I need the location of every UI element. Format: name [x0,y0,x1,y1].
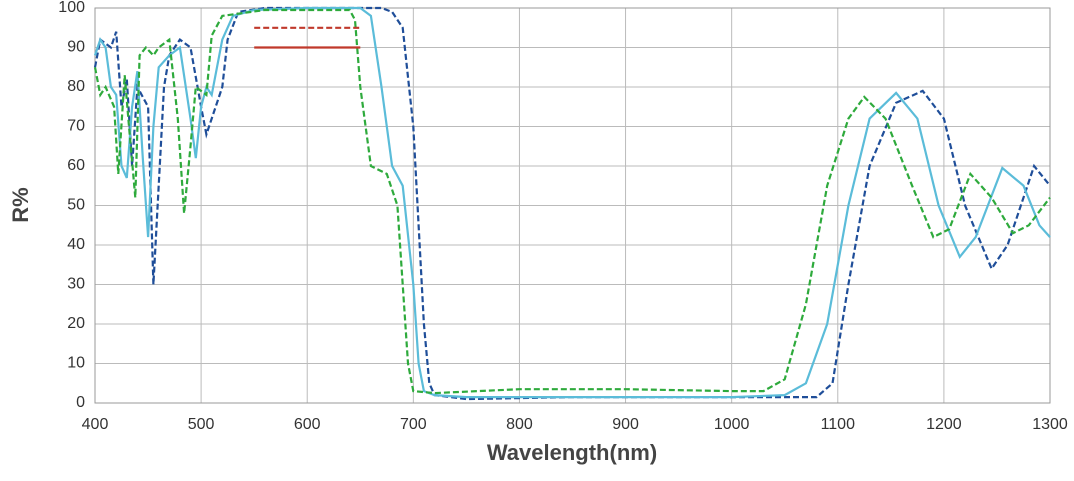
x-tick-label: 800 [506,416,533,433]
y-axis-title: R% [8,187,33,222]
x-tick-label: 1100 [821,416,856,433]
y-tick-label: 90 [67,39,85,56]
x-axis-title: Wavelength(nm) [487,440,657,465]
y-tick-label: 50 [67,197,85,214]
y-tick-label: 60 [67,157,85,174]
x-tick-label: 1000 [714,416,750,433]
series-line [93,6,1051,401]
y-tick-label: 80 [67,78,85,95]
y-tick-label: 70 [67,118,85,135]
y-tick-label: 30 [67,276,85,293]
y-tick-label: 100 [58,0,85,16]
y-tick-label: 20 [67,315,85,332]
series-line [93,8,1051,395]
y-tick-label: 0 [76,394,85,411]
plot-frame [94,7,1051,404]
x-tick-label: 600 [294,416,321,433]
series-line [93,6,1051,399]
x-tick-label: 1300 [1032,416,1068,433]
x-tick-label: 400 [82,416,109,433]
y-tick-label: 10 [67,355,85,372]
y-tick-label: 40 [67,236,85,253]
x-tick-label: 900 [612,416,639,433]
x-tick-label: 1200 [926,416,962,433]
x-tick-label: 500 [188,416,215,433]
x-tick-label: 700 [400,416,427,433]
